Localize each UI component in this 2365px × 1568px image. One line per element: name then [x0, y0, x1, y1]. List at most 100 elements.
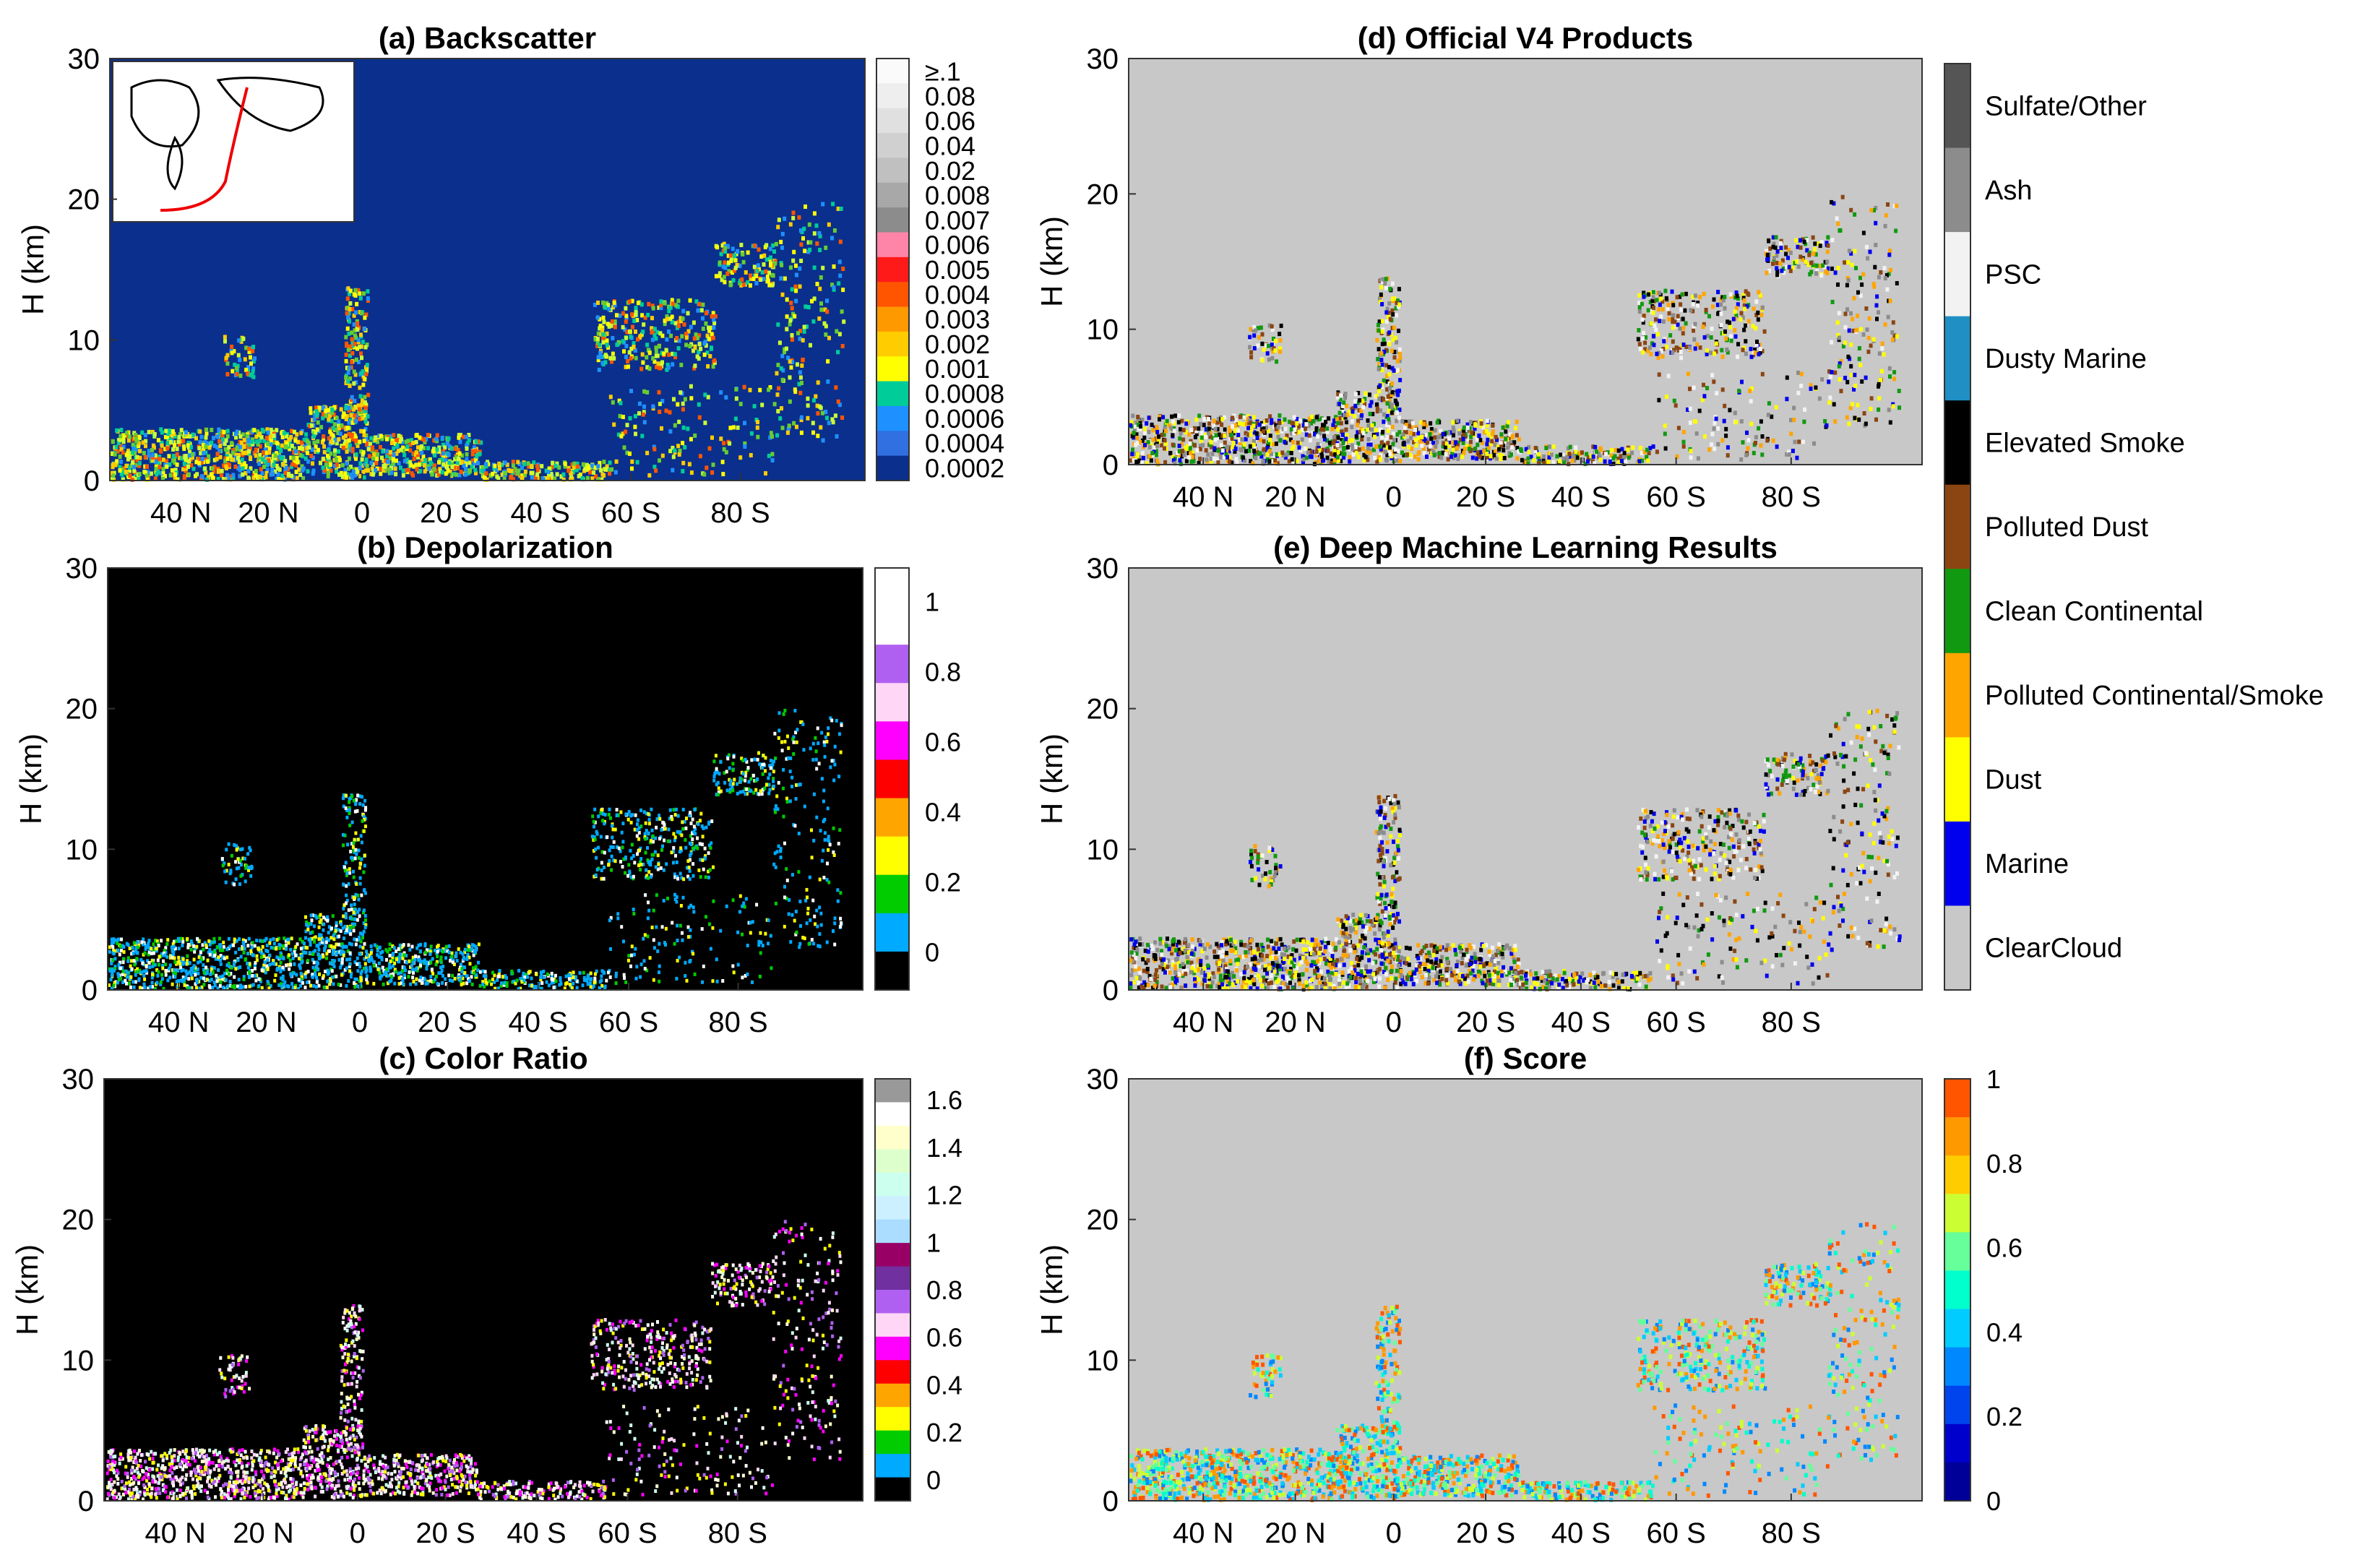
data-cell: [697, 868, 701, 872]
data-cell: [409, 982, 413, 986]
data-cell: [592, 984, 595, 988]
data-cell: [638, 848, 641, 853]
data-cell: [718, 273, 722, 278]
data-cell: [265, 427, 270, 432]
data-cell: [388, 942, 392, 947]
data-cell: [273, 469, 277, 474]
data-cell: [483, 970, 487, 974]
data-cell: [474, 458, 478, 463]
data-cell: [401, 473, 405, 478]
data-cell: [696, 308, 700, 313]
data-cell: [128, 455, 132, 460]
data-cell: [645, 968, 649, 973]
data-cell: [625, 329, 629, 335]
data-cell: [350, 858, 354, 862]
data-cell: [246, 852, 250, 856]
data-cell: [676, 444, 681, 449]
data-cell: [294, 449, 298, 454]
data-cell: [632, 912, 636, 916]
data-cell: [550, 971, 553, 975]
data-cell: [144, 444, 147, 449]
data-cell: [249, 355, 252, 360]
colorbar-swatch: [875, 836, 909, 876]
data-cell: [238, 882, 241, 887]
data-cell: [224, 978, 228, 982]
data-cell: [711, 311, 715, 316]
x-tick-label: 0: [354, 497, 370, 529]
data-cell: [429, 978, 433, 983]
data-cell: [268, 962, 272, 967]
data-cell: [238, 444, 242, 449]
data-cell: [540, 972, 543, 975]
data-cell: [759, 951, 762, 955]
data-cell: [798, 329, 802, 333]
data-cell: [462, 965, 465, 969]
data-cell: [754, 418, 759, 422]
data-cell: [309, 454, 314, 458]
x-tick-label: 40 S: [509, 1007, 568, 1038]
data-cell: [421, 976, 424, 981]
data-cell: [335, 427, 338, 432]
data-cell: [818, 944, 822, 949]
y-tick-label: 30: [66, 553, 98, 585]
data-cell: [113, 949, 116, 954]
data-cell: [355, 977, 358, 981]
data-cell: [345, 416, 348, 421]
data-cell: [363, 962, 367, 966]
data-cell: [204, 450, 208, 455]
data-cell: [411, 975, 415, 980]
data-cell: [267, 986, 271, 991]
x-tick-label: 20 S: [420, 497, 479, 529]
data-cell: [210, 950, 213, 955]
data-cell: [788, 318, 793, 323]
data-cell: [261, 939, 264, 943]
data-cell: [456, 448, 460, 452]
data-cell: [329, 978, 332, 982]
data-cell: [652, 946, 656, 950]
data-cell: [439, 955, 443, 960]
data-cell: [350, 475, 355, 481]
data-cell: [336, 431, 340, 435]
colorbar-label: 0.4: [925, 798, 961, 827]
x-tick-label: 20 N: [238, 497, 299, 529]
data-cell: [289, 962, 293, 967]
data-cell: [537, 475, 541, 481]
data-cell: [705, 825, 708, 830]
data-cell: [609, 916, 613, 920]
data-cell: [333, 945, 337, 949]
data-cell: [285, 947, 288, 951]
data-cell: [191, 466, 196, 471]
data-cell: [321, 976, 324, 980]
data-cell: [470, 449, 475, 454]
data-cell: [342, 882, 345, 887]
data-cell: [111, 462, 116, 467]
data-cell: [692, 830, 696, 834]
data-cell: [731, 782, 735, 786]
data-cell: [785, 314, 789, 319]
data-cell: [588, 470, 593, 475]
data-cell: [546, 475, 550, 481]
data-cell: [357, 848, 361, 853]
data-cell: [613, 303, 617, 308]
data-cell: [165, 464, 169, 469]
data-cell: [633, 827, 637, 832]
data-cell: [774, 757, 777, 760]
data-cell: [799, 924, 802, 928]
data-cell: [198, 986, 202, 991]
data-cell: [671, 455, 676, 460]
data-cell: [719, 436, 723, 441]
data-cell: [723, 280, 727, 285]
data-cell: [329, 468, 333, 473]
data-cell: [615, 313, 619, 318]
data-cell: [225, 434, 230, 439]
data-cell: [713, 314, 718, 319]
data-cell: [477, 960, 480, 965]
data-cell: [568, 983, 572, 986]
data-cell: [611, 400, 615, 405]
data-cell: [153, 962, 157, 967]
data-cell: [697, 415, 702, 420]
data-cell: [797, 215, 801, 220]
data-cell: [374, 468, 378, 473]
data-cell: [609, 947, 612, 951]
data-cell: [752, 791, 756, 795]
